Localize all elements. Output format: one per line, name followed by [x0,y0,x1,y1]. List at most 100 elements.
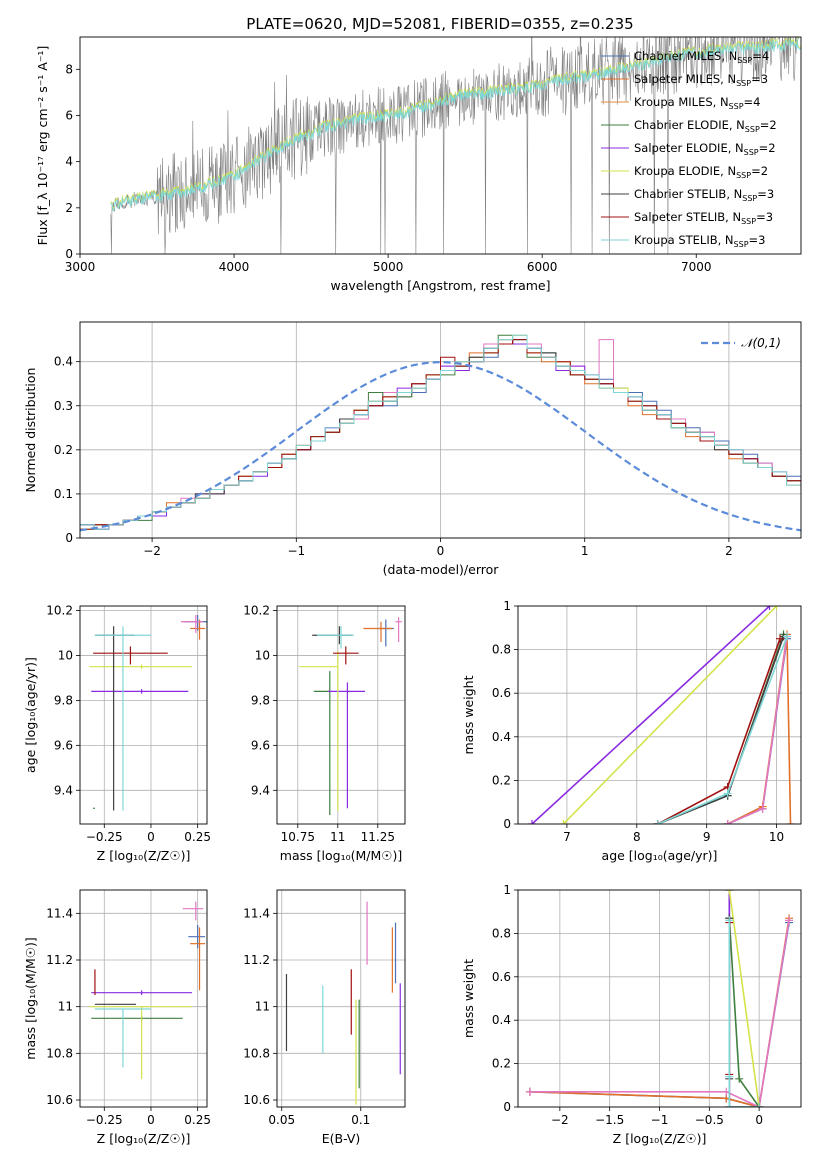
y-tick-label: 0.2 [54,443,73,457]
mass-weight-line [728,920,760,1107]
age_vs_mass-plot-area [299,617,402,816]
x-axis-label: (data-model)/error [383,562,500,577]
mass_weight_vs_age-axes: 7 8 9 10 0 0.2 0.4 0.6 0.8 1 age [log₁₀(age/yr)] ma… [461,599,802,863]
mass-weight-marker [755,1103,764,1107]
y-tick-label: 10.8 [243,1046,270,1060]
mass-weight-marker [783,632,792,641]
legend-subscript: SSP [737,56,752,65]
y-tick-label: 10 [255,648,270,662]
y-tick-label: 11 [255,1000,270,1014]
legend-subscript: SSP [742,194,757,203]
legend-subscript: SSP [745,125,760,134]
y-tick-label: 4 [65,155,73,169]
mass_vs_Z-axes: −0.25 0 0.25 10.6 10.8 11 11.2 11.4 Z [log₁₀(Z/Z… [23,889,211,1146]
mass-weight-marker [785,916,794,925]
x-tick-label: −2 [551,1113,569,1127]
y-tick-label: 0.8 [492,643,511,657]
mass-weight-line [562,606,778,824]
y-tick-label: 9.8 [251,693,270,707]
y-axis-label: Normed distribution [23,368,38,493]
y-tick-label: 9.6 [54,738,73,752]
legend-count: =4 [744,95,761,109]
legend-label: Chabrier MILES, NSSP=4 [634,49,769,65]
legend-count: =3 [751,72,768,86]
x-tick-label: 0 [147,830,155,844]
mass-weight-marker [772,606,781,610]
spectrum-legend: Chabrier MILES, NSSP=4 Salpeter MILES, NS… [601,49,777,249]
y-tick-label: 0.6 [492,686,511,700]
y-tick-label: 10.2 [46,603,73,617]
mass-weight-line [657,636,788,824]
legend-subscript: SSP [736,79,751,88]
legend-count: =3 [756,210,773,224]
legend-count: =2 [759,141,776,155]
x-tick-label: 0.25 [184,1113,211,1127]
x-tick-label: 5000 [373,260,404,274]
spectrum-plot-area [110,37,801,254]
x-axis-label: E(B-V) [322,1131,361,1146]
legend-count: =3 [757,187,774,201]
legend-subscript: SSP [729,102,744,111]
mass_weight_vs_age-plot-area [527,606,795,824]
histogram-step-line [80,334,801,530]
y-tick-label: 2 [65,201,73,215]
y-tick-label: 10.2 [243,603,270,617]
x-axis-label: Z [log₁₀(Z/Z☉)] [97,848,191,863]
legend-subscript: SSP [734,240,749,249]
histogram-step-line [80,339,801,530]
legend-label: Kroupa STELIB, NSSP=3 [634,233,765,249]
legend-label: Chabrier ELODIE, NSSP=2 [634,118,777,134]
legend-subscript: SSP [741,217,756,226]
legend-label: Salpeter ELODIE, NSSP=2 [634,141,776,157]
mass_vs_ebv-axes: 0.05 0.1 10.6 10.8 11 11.2 11.4 E(B-V) [243,889,406,1146]
x-tick-label: 3000 [65,260,96,274]
y-tick-label: 0.6 [492,970,511,984]
x-tick-label: −1.5 [595,1113,624,1127]
mass-weight-marker [725,1103,734,1107]
x-tick-label: 4000 [219,260,250,274]
axes-frame [79,36,802,255]
mass_weight_vs_Z-plot-area [525,890,794,1107]
x-tick-label: 7 [563,830,571,844]
mass-weight-marker [776,634,785,643]
figure-title: PLATE=0620, MJD=52081, FIBERID=0355, z=0… [246,15,633,33]
y-tick-label: 8 [65,62,73,76]
x-tick-label: 11.25 [361,830,395,844]
mass-weight-line [530,920,790,1107]
axes-frame [79,605,208,825]
x-tick-label: 2 [725,544,733,558]
mass-weight-line [531,606,771,824]
axes-frame [276,889,406,1108]
axes-frame [517,889,802,1108]
x-tick-label: −1 [651,1113,669,1127]
x-axis-label: age [log₁₀(age/yr)] [602,848,718,863]
age_vs_Z-plot-area [89,614,207,811]
y-tick-label: 11.2 [46,953,73,967]
mass_vs_Z-plot-area [89,901,206,1079]
x-tick-label: 0 [755,1113,763,1127]
y-tick-label: 9.4 [54,783,73,797]
mass-weight-marker [723,820,732,824]
y-tick-label: 0 [65,531,73,545]
mass-weight-marker [765,606,774,610]
x-tick-label: 0 [437,544,445,558]
x-tick-label: 0.1 [351,1113,370,1127]
axes-frame [79,889,208,1108]
legend-label: Salpeter MILES, NSSP=3 [634,72,768,88]
mass-weight-marker [723,789,732,798]
x-tick-label: 10.75 [281,830,315,844]
x-axis-label: Z [log₁₀(Z/Z☉)] [613,1131,707,1146]
legend-subscript: SSP [744,148,759,157]
mass-weight-marker [725,890,734,894]
y-tick-label: 11.2 [243,953,270,967]
axes-frame [276,605,406,825]
mass-weight-marker [525,1087,534,1096]
mass-weight-line [728,890,760,1107]
mass-weight-line [727,638,788,824]
y-tick-label: 9.8 [54,693,73,707]
y-axis-label: Flux [f_λ 10⁻¹⁷ erg cm⁻² s⁻¹ A⁻¹] [35,46,50,246]
y-tick-label: 10.8 [46,1046,73,1060]
mass-weight-line [727,634,792,824]
spectrum-axes: 3000 4000 5000 6000 7000 0 2 4 6 8 wavelength [Ang… [35,36,802,293]
legend-label: 𝒩(0,1) [741,336,781,350]
